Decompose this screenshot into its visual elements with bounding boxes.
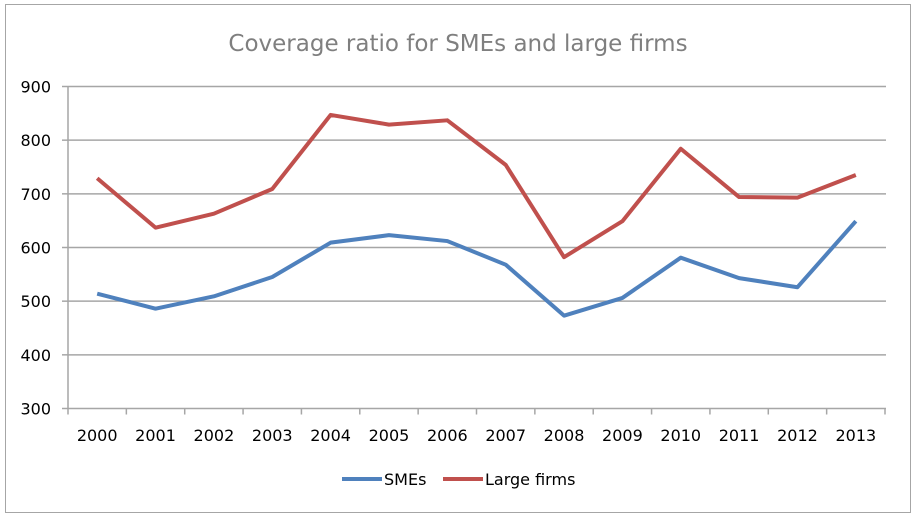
series-line-smes <box>96 219 858 318</box>
y-tick-label: 400 <box>20 346 51 365</box>
x-tick-label: 2003 <box>252 426 293 445</box>
legend: SMEs Large firms <box>342 470 575 489</box>
x-tick-label: 2009 <box>602 426 643 445</box>
x-tick-label: 2004 <box>310 426 351 445</box>
x-axis-tick-labels: 2000 2001 2002 2003 2004 2005 2006 2007 2008 2009… <box>77 426 876 445</box>
y-tick-label: 700 <box>20 185 51 204</box>
y-tick-label: 300 <box>20 400 51 419</box>
y-tick-label: 500 <box>20 292 51 311</box>
x-tick-label: 2006 <box>427 426 468 445</box>
series-line-large-firms <box>95 112 857 260</box>
x-tick-label: 2000 <box>77 426 118 445</box>
y-tick-label: 900 <box>20 78 51 97</box>
x-tick-label: 2001 <box>135 426 176 445</box>
axes <box>62 85 886 415</box>
legend-label-smes: SMEs <box>384 470 426 489</box>
y-axis-tick-labels: 300 400 500 600 700 800 900 <box>20 78 51 419</box>
x-tick-label: 2011 <box>719 426 760 445</box>
x-tick-label: 2010 <box>660 426 701 445</box>
x-tick-label: 2007 <box>485 426 526 445</box>
y-tick-label: 600 <box>20 239 51 258</box>
legend-label-large-firms: Large firms <box>485 470 575 489</box>
x-tick-label: 2012 <box>777 426 818 445</box>
chart-title: Coverage ratio for SMEs and large firms <box>228 31 687 57</box>
x-tick-label: 2013 <box>835 426 876 445</box>
chart-frame <box>5 4 911 513</box>
x-tick-label: 2008 <box>544 426 585 445</box>
x-tick-label: 2002 <box>194 426 235 445</box>
x-tick-label: 2005 <box>369 426 410 445</box>
gridlines <box>68 85 886 356</box>
series-lines <box>95 112 858 318</box>
y-tick-label: 800 <box>20 131 51 150</box>
